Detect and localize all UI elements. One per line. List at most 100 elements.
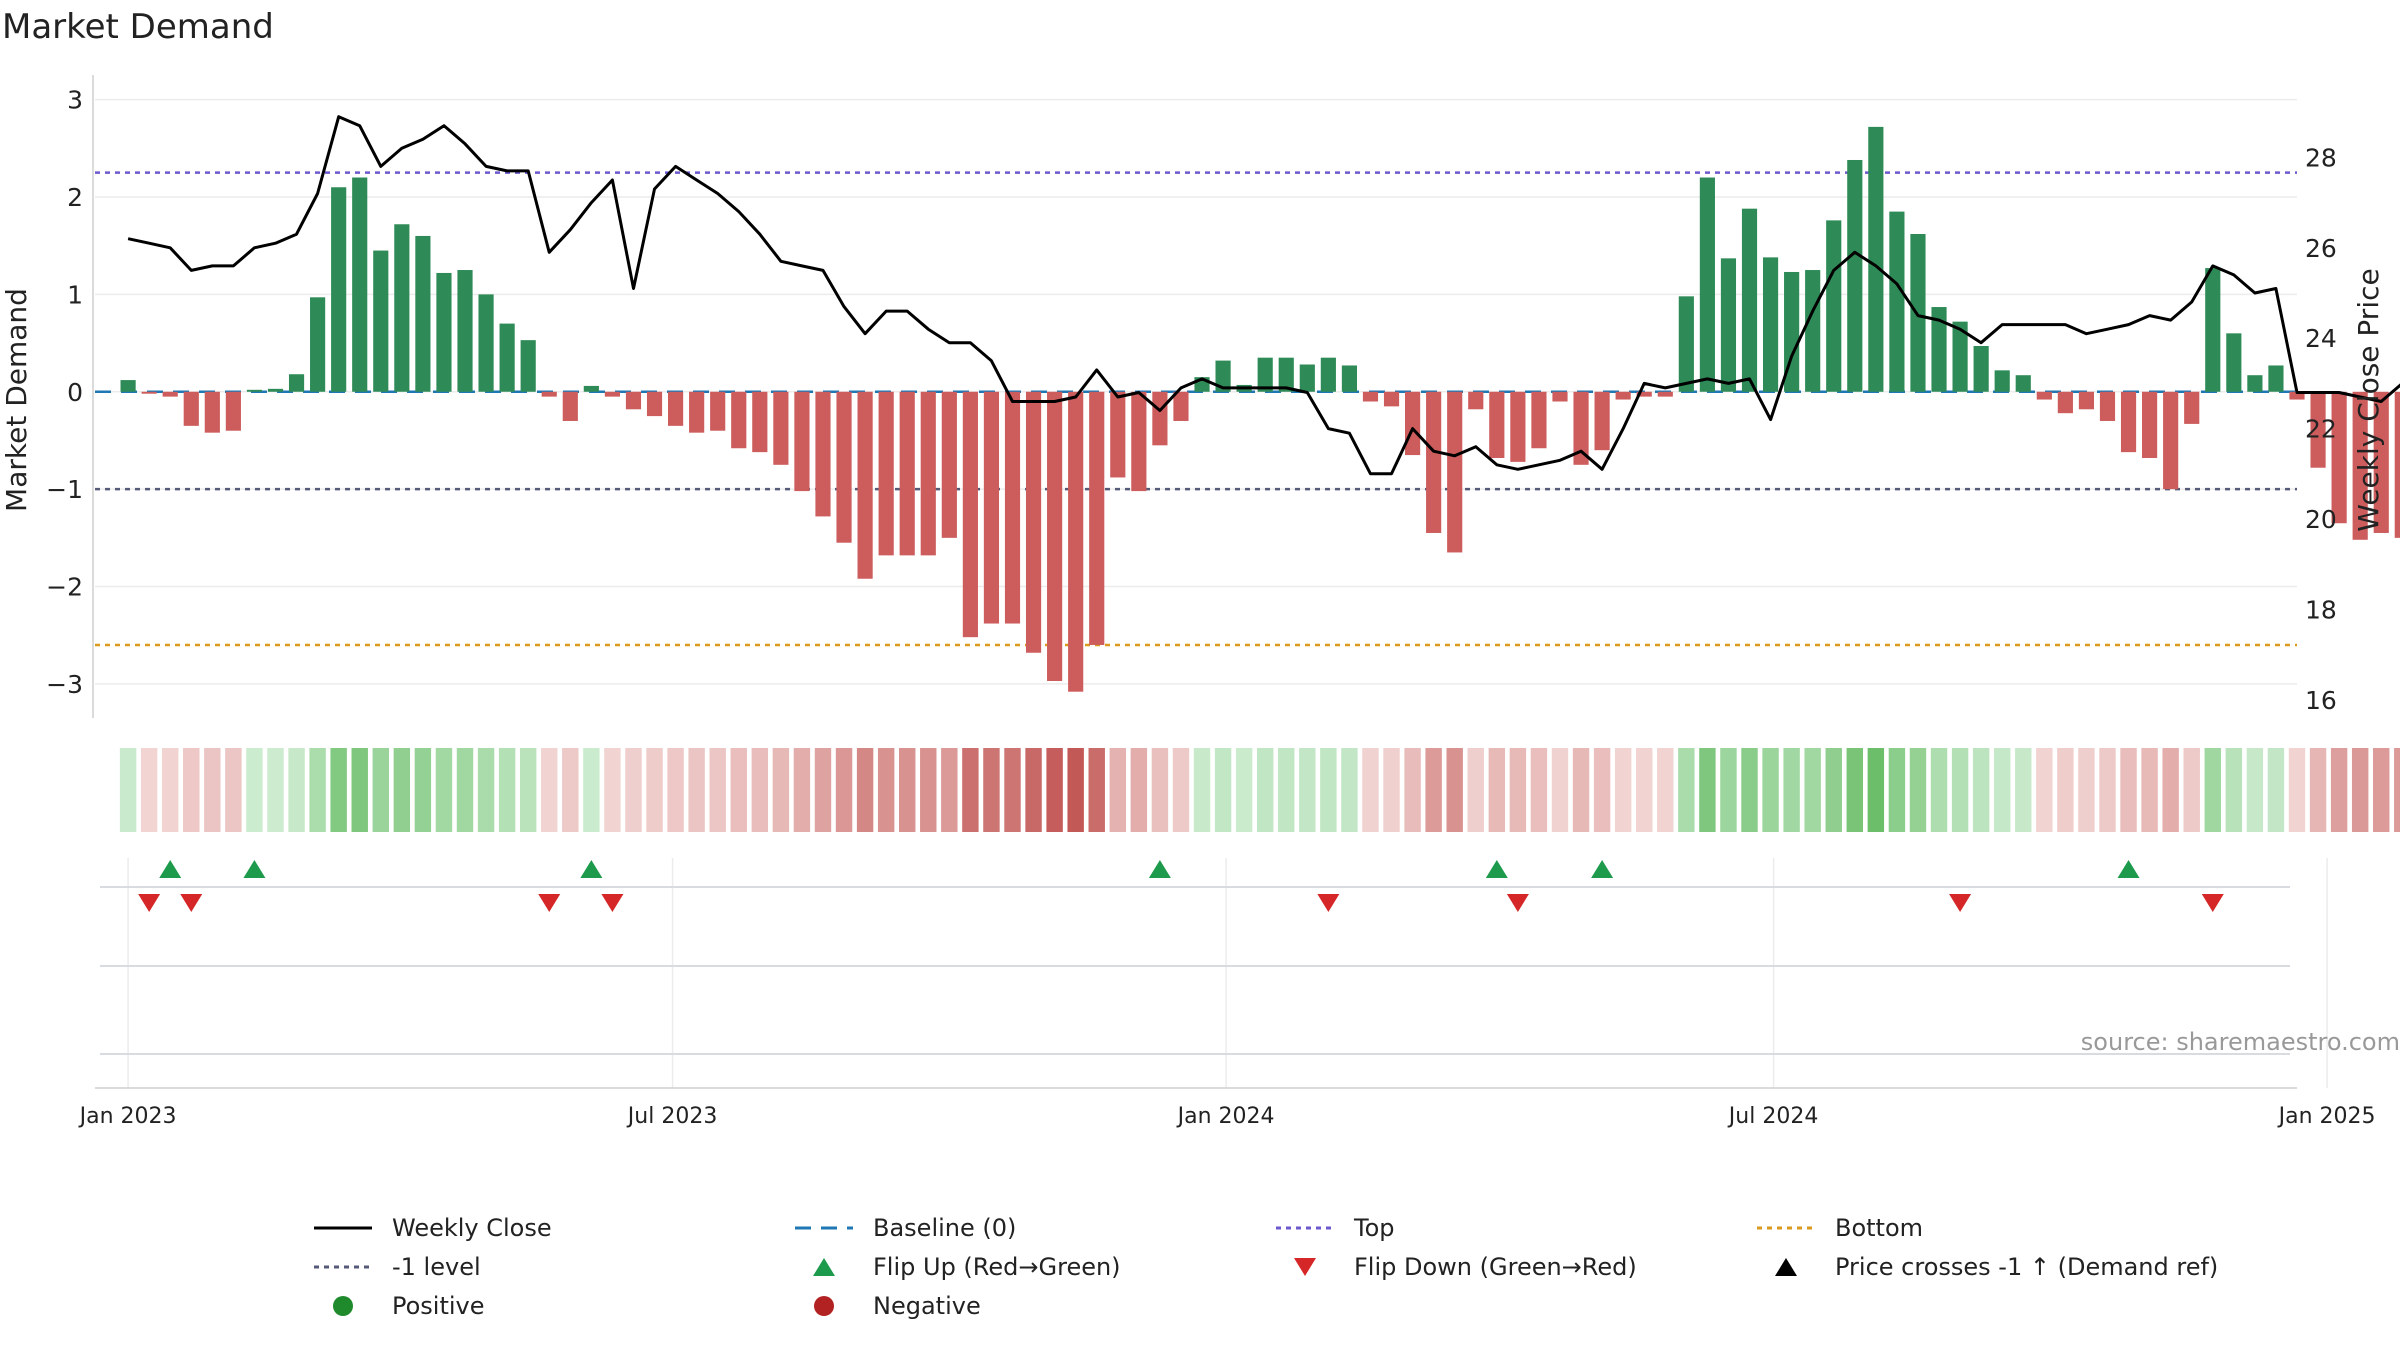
y2-tick-label: 22 — [2305, 415, 2337, 444]
heat-cell — [1214, 748, 1232, 832]
heat-cell — [899, 748, 916, 832]
demand-bar — [2099, 391, 2116, 421]
heat-cell — [1256, 748, 1274, 832]
heat-cell — [1846, 748, 1864, 832]
heat-cell — [1720, 748, 1737, 832]
heat-cell — [2394, 748, 2400, 832]
demand-bar — [1152, 391, 1168, 446]
legend-swatch — [1757, 1226, 1815, 1230]
heat-cell — [730, 748, 747, 832]
heat-cell — [1446, 748, 1463, 832]
heat-cell — [309, 748, 326, 832]
swatch-circle — [814, 1296, 834, 1316]
demand-bar — [2226, 333, 2242, 392]
y-tick-label: 2 — [67, 183, 83, 212]
heat-cell — [856, 748, 874, 832]
demand-bar — [1594, 391, 1610, 451]
heat-cell — [2373, 748, 2390, 832]
demand-bar — [2310, 391, 2326, 468]
heat-cell — [288, 748, 305, 832]
legend-item: Weekly Close — [312, 1210, 552, 1246]
grid — [95, 98, 2328, 1088]
legend-label: Price crosses -1 ↑ (Demand ref) — [1835, 1253, 2219, 1281]
flip-up-marker — [580, 860, 603, 878]
legend-swatch — [1294, 1258, 1316, 1276]
legend-item: Price crosses -1 ↑ (Demand ref) — [1755, 1249, 2218, 1285]
heat-strip — [119, 748, 2400, 832]
heat-cell — [1530, 748, 1548, 832]
heat-cell — [604, 748, 621, 832]
heat-cell — [920, 748, 937, 832]
x-tick-label: Jul 2023 — [626, 1104, 718, 1129]
demand-bar — [183, 391, 199, 426]
demand-bar — [1784, 271, 1800, 392]
demand-bar — [1657, 391, 1673, 397]
demand-bar — [352, 177, 368, 392]
legend-swatch — [333, 1296, 353, 1316]
heat-cell — [372, 748, 389, 832]
heat-cell — [414, 748, 432, 832]
heat-cell — [835, 748, 853, 832]
demand-bar — [1720, 258, 1737, 392]
heat-cell — [646, 748, 663, 832]
heat-cell — [2225, 748, 2243, 832]
legend-swatch — [1276, 1226, 1334, 1230]
heat-cell — [1825, 748, 1842, 832]
demand-bar — [857, 391, 873, 579]
flip-down-marker — [1506, 894, 1529, 912]
heat-cell — [1341, 748, 1358, 832]
flip-up-marker — [1591, 860, 1614, 878]
demand-bar — [1805, 270, 1821, 392]
flip-markers — [138, 860, 2224, 912]
y2-tick-label: 24 — [2305, 324, 2337, 353]
heat-cell — [2099, 748, 2116, 832]
demand-bar — [267, 388, 284, 392]
chart-title: Market Demand — [2, 7, 274, 47]
demand-bar — [520, 340, 536, 392]
heat-cell — [267, 748, 284, 832]
heat-cell — [140, 748, 158, 832]
heat-cell — [2141, 748, 2158, 832]
price-line-group — [127, 115, 2400, 476]
heat-cell — [1888, 748, 1906, 832]
heat-cell — [1614, 748, 1632, 832]
heat-cell — [1993, 748, 2011, 832]
heat-cell — [225, 748, 242, 832]
demand-bar — [1004, 391, 1021, 624]
demand-bar — [1110, 391, 1126, 478]
legend-item: Positive — [312, 1288, 485, 1324]
source-note: source: sharemaestro.com — [2081, 1028, 2400, 1056]
heat-cell — [541, 748, 558, 832]
heat-cell — [877, 748, 895, 832]
demand-bar — [2268, 365, 2284, 392]
heat-cell — [2330, 748, 2348, 832]
y2-tick-label: 18 — [2305, 595, 2337, 624]
heat-cell — [1067, 748, 1084, 832]
heat-cell — [1004, 748, 1021, 832]
legend-item: Flip Down (Green→Red) — [1274, 1249, 1637, 1285]
demand-bar — [2036, 391, 2052, 400]
demand-bar — [1573, 391, 1589, 465]
demand-bar — [1741, 208, 1758, 392]
demand-bar — [752, 391, 768, 453]
heat-cell — [1867, 748, 1885, 832]
demand-bar — [1320, 357, 1336, 392]
legend-label: Baseline (0) — [873, 1214, 1017, 1242]
heat-cell — [1046, 748, 1063, 832]
demand-bar — [225, 391, 241, 431]
x-tick-label: Jan 2023 — [78, 1104, 177, 1129]
heat-cell — [183, 748, 200, 832]
flip-down-marker — [538, 894, 561, 912]
heat-cell — [435, 748, 453, 832]
heat-cell — [1551, 748, 1569, 832]
demand-bar — [1341, 365, 1357, 392]
demand-bar — [457, 270, 473, 392]
legend-label: Bottom — [1835, 1214, 1924, 1242]
heat-cell — [2015, 748, 2032, 832]
demand-bar — [1931, 307, 1947, 392]
demand-bar — [773, 391, 789, 465]
heat-cell — [709, 748, 726, 832]
demand-bar — [562, 391, 578, 421]
demand-bar — [2078, 391, 2095, 410]
heat-cell — [1362, 748, 1379, 832]
